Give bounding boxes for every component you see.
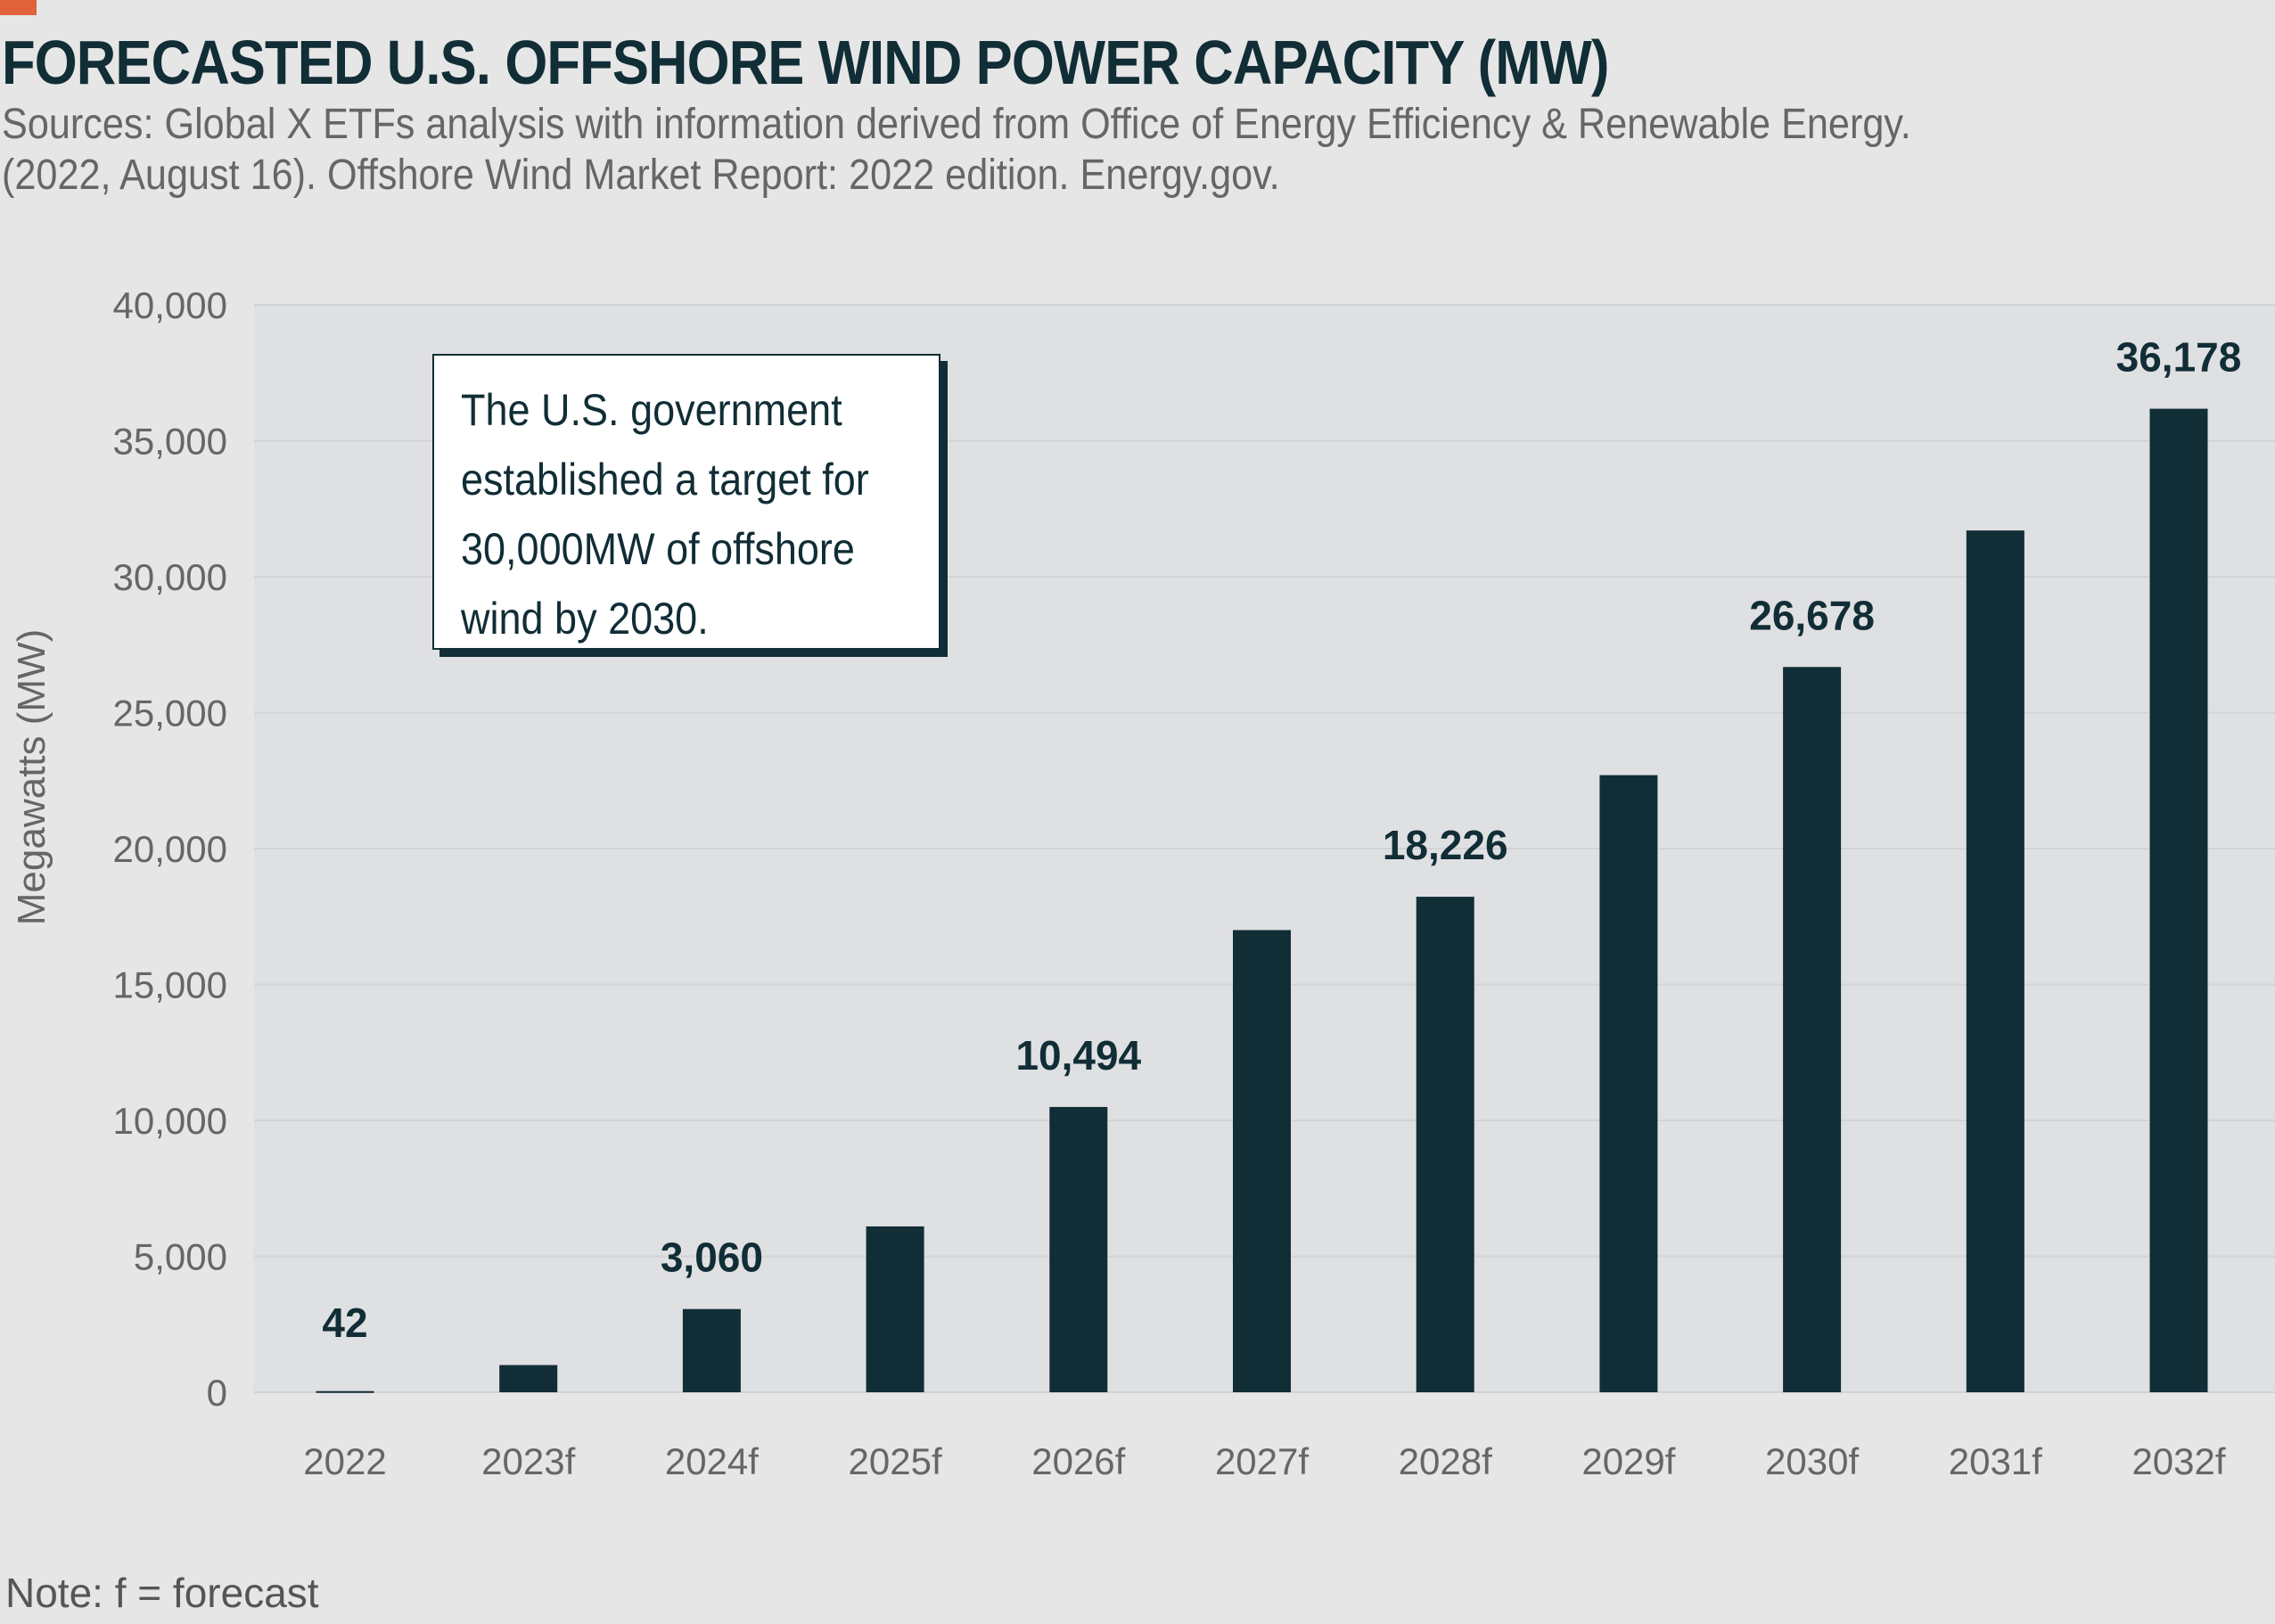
accent-mark bbox=[0, 0, 37, 15]
y-tick-label: 40,000 bbox=[113, 284, 227, 326]
data-label: 10,494 bbox=[1015, 1032, 1141, 1079]
data-label: 18,226 bbox=[1383, 822, 1508, 868]
subtitle-line-2: (2022, August 16). Offshore Wind Market … bbox=[2, 152, 1280, 199]
footnote: Note: f = forecast bbox=[5, 1570, 319, 1616]
y-tick-label: 10,000 bbox=[113, 1100, 227, 1142]
x-tick-label: 2030f bbox=[1765, 1440, 1859, 1482]
x-tick-label: 2027f bbox=[1215, 1440, 1309, 1482]
x-tick-label: 2032f bbox=[2131, 1440, 2225, 1482]
data-label: 42 bbox=[322, 1300, 367, 1346]
bar bbox=[316, 1390, 374, 1393]
annotation-line: 30,000MW of offshore bbox=[461, 524, 855, 574]
data-label: 36,178 bbox=[2116, 334, 2242, 381]
bar bbox=[1233, 930, 1291, 1392]
data-label: 26,678 bbox=[1749, 592, 1875, 638]
y-tick-label: 20,000 bbox=[113, 828, 227, 870]
chart-title: FORECASTED U.S. OFFSHORE WIND POWER CAPA… bbox=[2, 28, 1609, 97]
annotation-line: established a target for bbox=[461, 455, 869, 504]
bar bbox=[2149, 408, 2208, 1392]
x-tick-label: 2024f bbox=[665, 1440, 759, 1482]
bar bbox=[1416, 897, 1474, 1392]
bar bbox=[1599, 775, 1658, 1392]
x-tick-label: 2029f bbox=[1581, 1440, 1675, 1482]
x-tick-label: 2031f bbox=[1949, 1440, 2042, 1482]
y-tick-label: 30,000 bbox=[113, 556, 227, 598]
y-tick-label: 5,000 bbox=[134, 1236, 227, 1278]
x-tick-label: 2023f bbox=[481, 1440, 575, 1482]
bar bbox=[682, 1308, 741, 1392]
x-tick-label: 2028f bbox=[1399, 1440, 1492, 1482]
annotation-box: The U.S. government established a target… bbox=[432, 354, 940, 650]
bar bbox=[1966, 530, 2025, 1392]
bar bbox=[866, 1226, 924, 1392]
subtitle-line-1: Sources: Global X ETFs analysis with inf… bbox=[2, 101, 1911, 148]
x-tick-label: 2025f bbox=[849, 1440, 942, 1482]
y-tick-label: 25,000 bbox=[113, 693, 227, 734]
y-tick-label: 0 bbox=[207, 1372, 227, 1414]
annotation-line: wind by 2030. bbox=[461, 594, 709, 644]
y-tick-label: 15,000 bbox=[113, 964, 227, 1006]
data-label: 3,060 bbox=[661, 1234, 763, 1281]
bar bbox=[499, 1365, 558, 1392]
bar bbox=[1783, 667, 1842, 1392]
bar bbox=[1049, 1106, 1108, 1392]
x-tick-label: 2022 bbox=[303, 1440, 386, 1482]
y-axis-label: Megawatts (MW) bbox=[10, 629, 53, 925]
annotation-line: The U.S. government bbox=[461, 385, 842, 435]
x-tick-label: 2026f bbox=[1031, 1440, 1125, 1482]
y-tick-label: 35,000 bbox=[113, 421, 227, 463]
